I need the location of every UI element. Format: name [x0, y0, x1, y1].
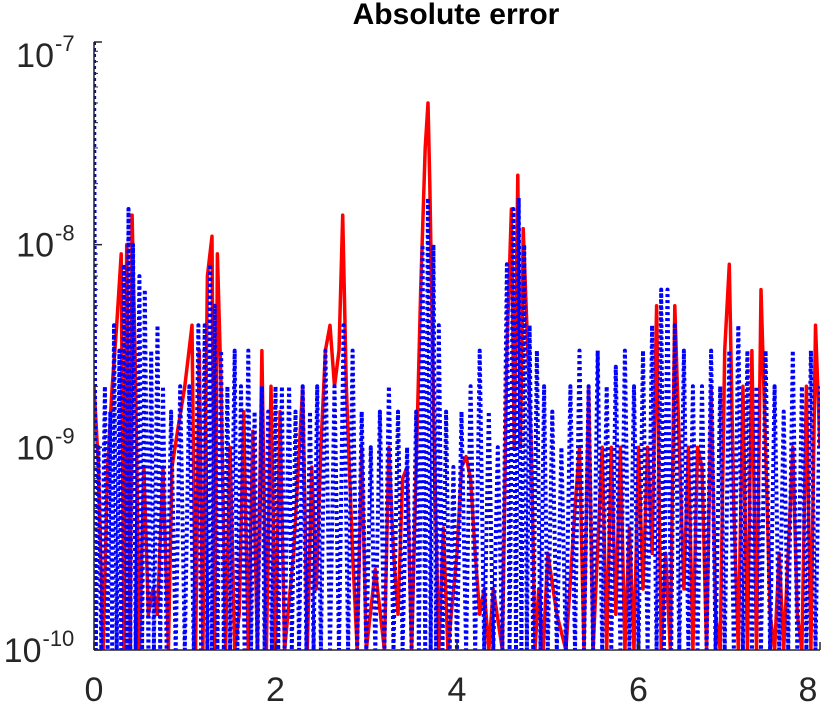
- x-tick-label: 0: [85, 671, 104, 706]
- y-tick-label: 10 -8: [16, 221, 74, 265]
- y-tick-label: 10 -9: [16, 423, 74, 467]
- svg-text:-8: -8: [55, 221, 75, 246]
- svg-text:10: 10: [16, 37, 54, 75]
- x-tick-label: 4: [448, 671, 467, 706]
- x-tick-label: 2: [266, 671, 285, 706]
- x-tick-label: 8: [799, 671, 818, 706]
- chart-title: Absolute error: [353, 0, 560, 31]
- series-blue-dotted-line: [94, 41, 820, 650]
- svg-text:10: 10: [4, 632, 42, 670]
- y-tick-label: 10 -10: [4, 626, 75, 670]
- svg-text:10: 10: [16, 429, 54, 467]
- series-red-solid-line: [94, 101, 820, 650]
- series-layer: [94, 41, 820, 650]
- svg-text:10: 10: [16, 227, 54, 265]
- svg-text:-7: -7: [55, 31, 75, 56]
- x-tick-label: 6: [629, 671, 648, 706]
- svg-text:-10: -10: [43, 626, 75, 651]
- y-tick-label: 10 -7: [16, 31, 74, 75]
- svg-text:-9: -9: [55, 423, 75, 448]
